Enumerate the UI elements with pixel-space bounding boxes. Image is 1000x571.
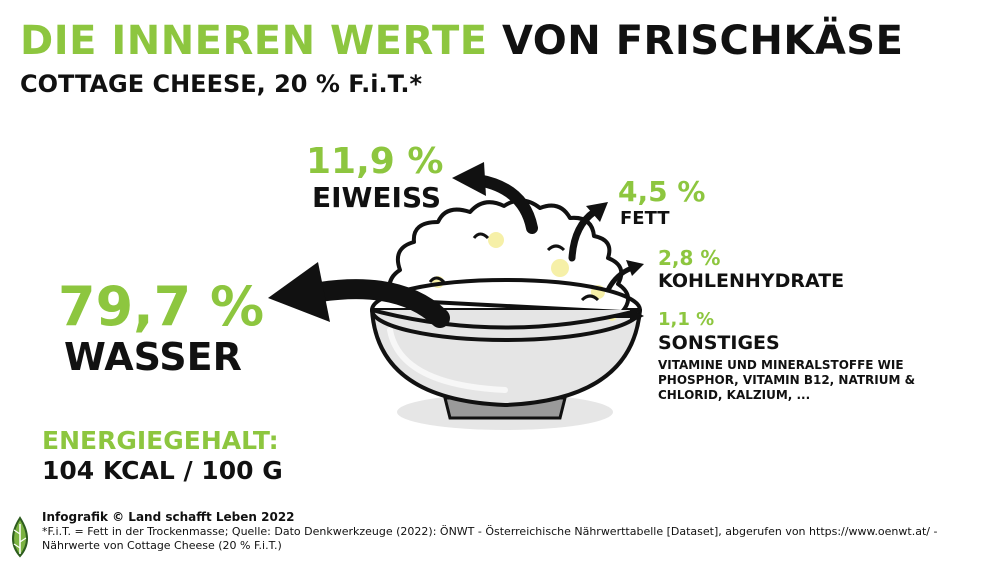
- arrow-protein: [452, 162, 538, 234]
- protein-label: EIWEISS: [312, 181, 442, 214]
- other-note: VITAMINE UND MINERALSTOFFE WIE PHOSPHOR,…: [658, 358, 915, 403]
- other-note-line: CHLORID, KALZIUM, ...: [658, 388, 811, 402]
- water-label: WASSER: [64, 335, 242, 379]
- title-part-1: DIE INNEREN WERTE: [20, 18, 488, 64]
- footer-credit: Infografik © Land schafft Leben 2022: [42, 510, 295, 524]
- other-value: 1,1 %: [658, 309, 715, 330]
- footer-source-line-1: *F.i.T. = Fett in der Trockenmasse; Quel…: [42, 525, 938, 538]
- page-subtitle: COTTAGE CHEESE, 20 % F.i.T.*: [20, 70, 422, 98]
- carbs-label: KOHLENHYDRATE: [658, 270, 845, 292]
- water-value: 79,7 %: [58, 275, 265, 338]
- energy-value: 104 KCAL / 100 G: [42, 456, 283, 485]
- title-part-2: VON FRISCHKÄSE: [502, 18, 904, 64]
- other-label: SONSTIGES: [658, 332, 780, 354]
- arrow-water: [268, 262, 450, 328]
- carbs-value: 2,8 %: [658, 246, 721, 270]
- fat-value: 4,5 %: [618, 175, 706, 208]
- page-title: DIE INNEREN WERTE VON FRISCHKÄSE: [20, 18, 903, 64]
- arrow-carbs: [605, 260, 644, 293]
- energy-label: ENERGIEGEHALT:: [42, 426, 279, 455]
- footer-source: *F.i.T. = Fett in der Trockenmasse; Quel…: [42, 525, 942, 554]
- arrow-other: [614, 309, 644, 323]
- other-note-line: PHOSPHOR, VITAMIN B12, NATRIUM &: [658, 373, 916, 387]
- other-note-line: VITAMINE UND MINERALSTOFFE WIE: [658, 358, 904, 372]
- protein-value: 11,9 %: [306, 141, 444, 182]
- arrow-fat: [568, 202, 608, 262]
- footer-source-line-2: Nährwerte von Cottage Cheese (20 % F.i.T…: [42, 539, 282, 553]
- leaf-logo-icon: [12, 516, 28, 558]
- fat-label: FETT: [620, 208, 670, 229]
